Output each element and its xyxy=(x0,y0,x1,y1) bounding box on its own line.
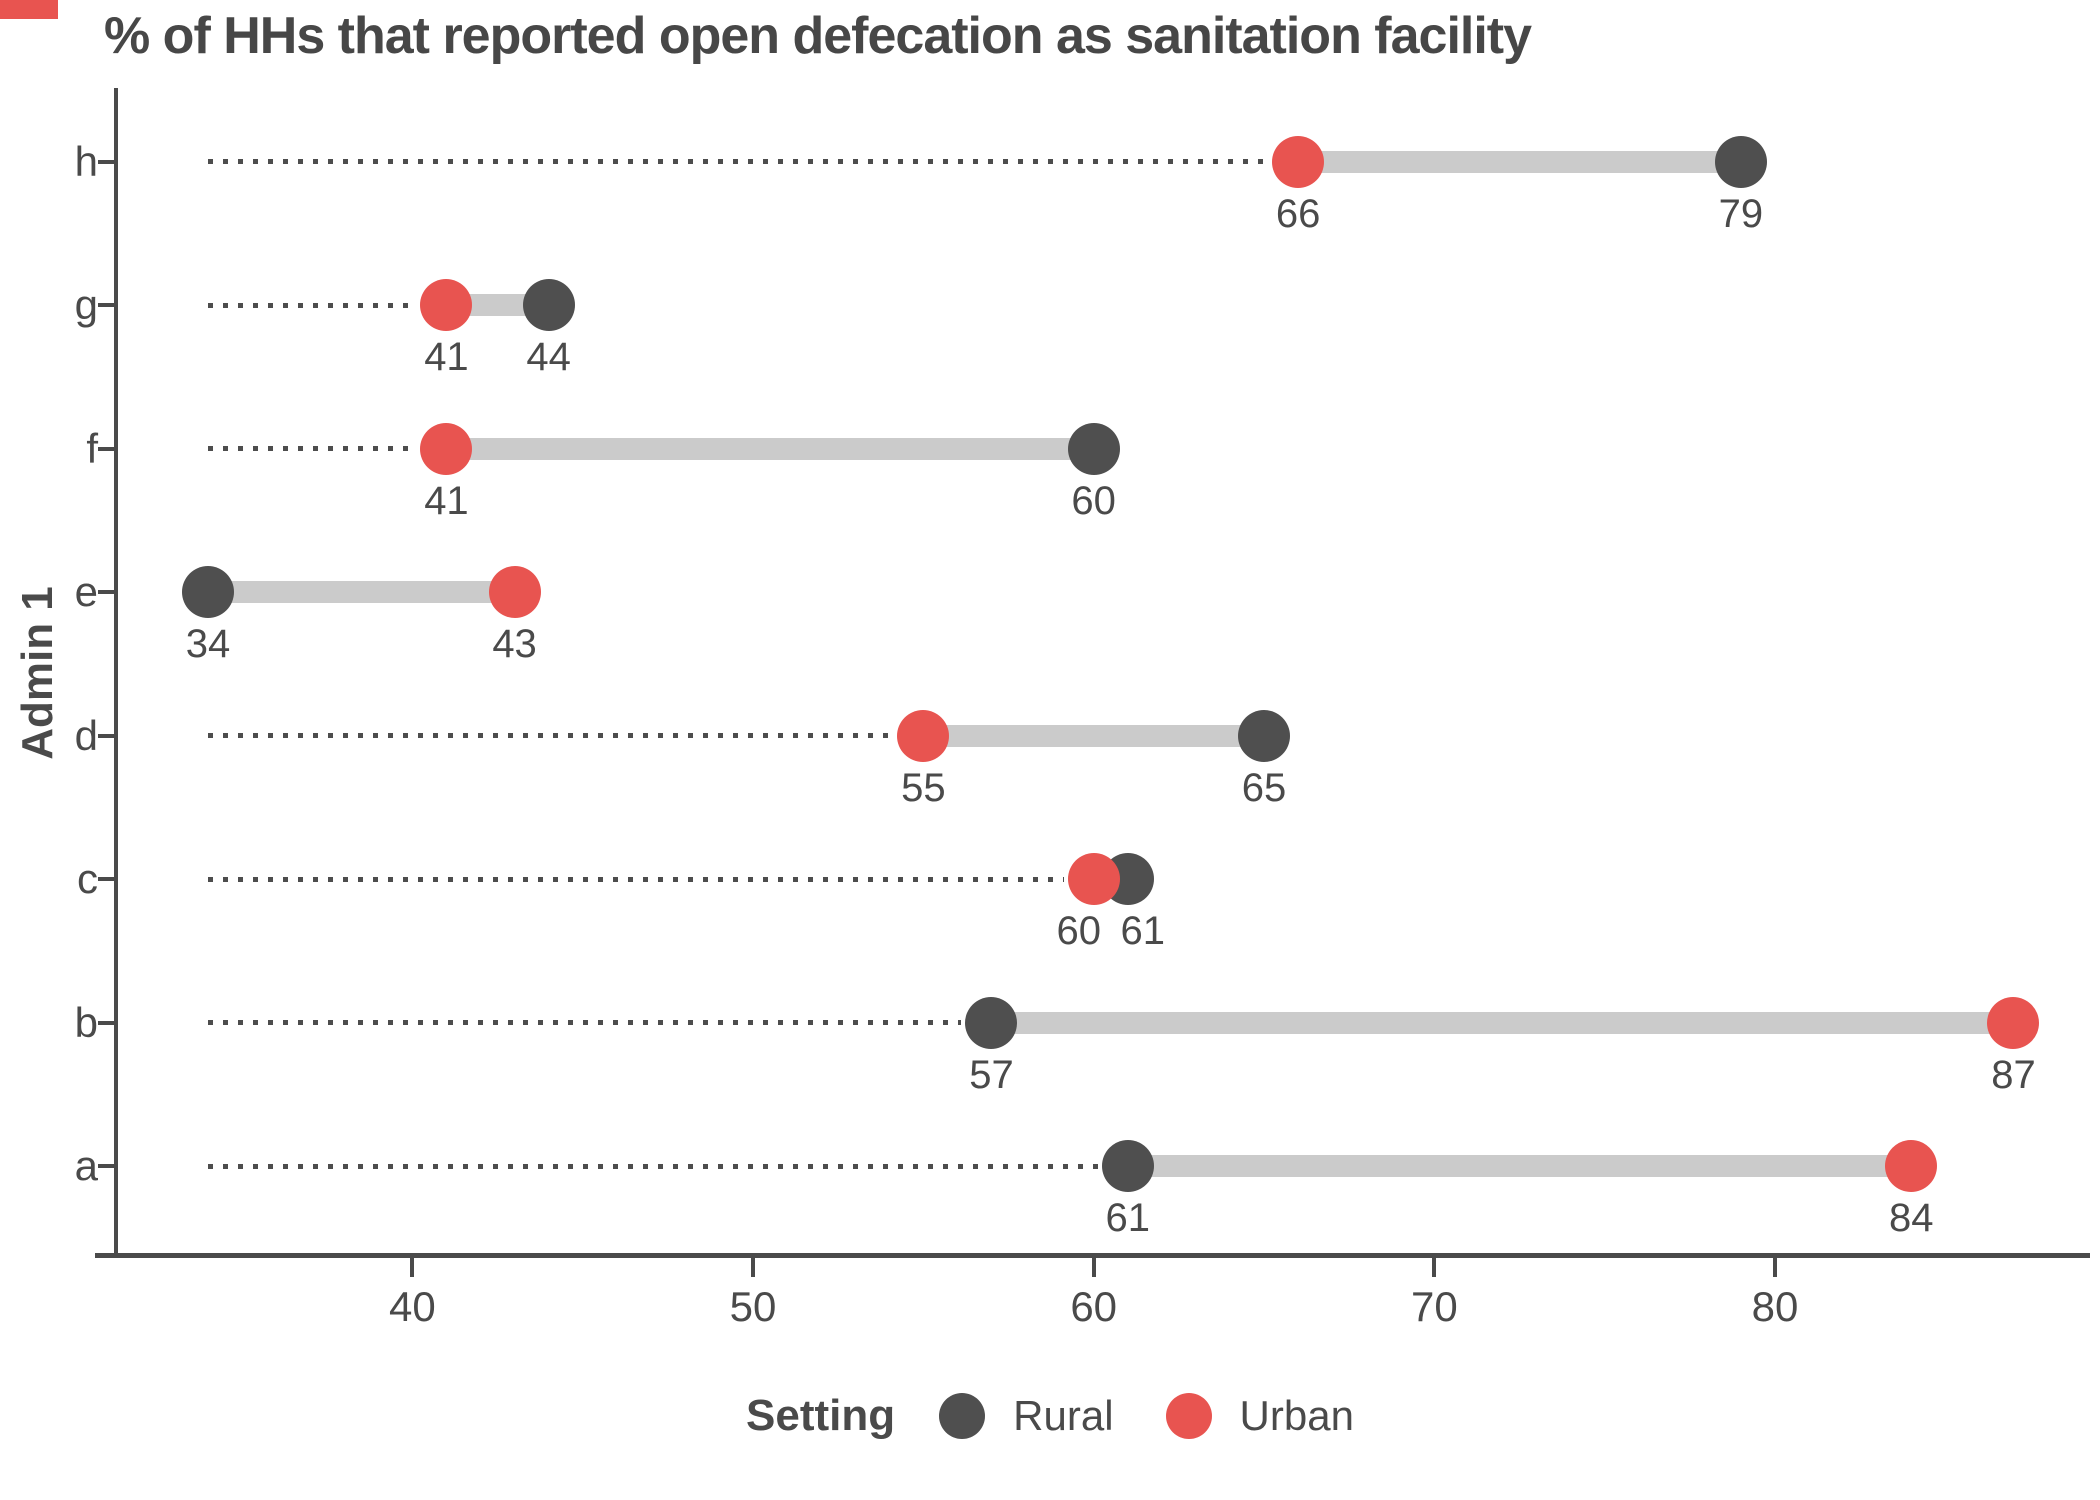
point-urban xyxy=(1987,996,2040,1049)
corner-accent xyxy=(0,0,58,19)
y-tick xyxy=(98,590,116,594)
x-tick-label: 60 xyxy=(1070,1283,1118,1330)
point-urban xyxy=(420,279,473,331)
point-rural xyxy=(1101,1140,1154,1192)
x-tick xyxy=(1091,1257,1096,1277)
legend-items: Rural Urban xyxy=(939,1392,1354,1440)
y-tick xyxy=(98,1020,116,1025)
value-label-urban: 41 xyxy=(424,335,469,379)
point-urban xyxy=(897,709,950,762)
y-tick xyxy=(98,446,116,451)
leader-line xyxy=(207,1163,1098,1169)
leader-line xyxy=(207,446,417,451)
legend-label-urban: Urban xyxy=(1239,1392,1354,1439)
value-label-rural: 44 xyxy=(526,335,571,379)
y-tick xyxy=(98,1164,116,1168)
value-label-rural: 61 xyxy=(1120,909,1165,953)
point-rural xyxy=(522,279,575,331)
category-label: b xyxy=(74,998,98,1046)
leader-line xyxy=(207,302,417,308)
y-tick xyxy=(98,159,116,164)
value-label-urban: 41 xyxy=(424,478,469,523)
legend-item-rural: Rural xyxy=(939,1392,1114,1440)
x-axis-line xyxy=(95,1253,2090,1258)
value-label-urban: 87 xyxy=(1991,1052,2036,1097)
leader-line xyxy=(207,733,894,738)
point-rural xyxy=(181,566,234,618)
point-rural xyxy=(965,996,1018,1049)
value-label-rural: 79 xyxy=(1718,191,1764,236)
x-tick-label: 50 xyxy=(729,1283,777,1330)
point-rural xyxy=(1067,422,1120,475)
legend-swatch-urban xyxy=(1165,1393,1212,1439)
category-label: g xyxy=(74,281,98,328)
y-tick xyxy=(98,877,116,881)
point-urban xyxy=(1272,135,1325,188)
point-rural xyxy=(1238,709,1291,762)
point-urban xyxy=(488,566,541,618)
point-urban xyxy=(1067,853,1120,905)
legend-swatch-rural xyxy=(939,1393,986,1439)
x-tick-label: 70 xyxy=(1410,1283,1458,1330)
value-label-rural: 60 xyxy=(1071,478,1116,523)
value-label-urban: 43 xyxy=(492,622,537,666)
value-label-urban: 66 xyxy=(1275,191,1321,236)
value-label-rural: 57 xyxy=(969,1052,1014,1097)
x-tick xyxy=(1773,1257,1777,1277)
y-axis-line xyxy=(114,88,118,1257)
value-label-rural: 61 xyxy=(1105,1196,1151,1240)
category-label: h xyxy=(74,137,98,185)
y-tick xyxy=(98,303,116,307)
x-tick-label: 40 xyxy=(389,1283,436,1330)
value-label-urban: 84 xyxy=(1889,1196,1934,1240)
point-urban xyxy=(1885,1140,1938,1192)
category-label: f xyxy=(86,424,98,472)
value-label-urban: 60 xyxy=(1056,909,1101,953)
leader-line xyxy=(207,876,1064,882)
category-label: c xyxy=(77,855,98,902)
x-tick xyxy=(751,1257,756,1277)
category-label: e xyxy=(74,568,98,615)
value-label-rural: 34 xyxy=(185,622,231,666)
legend-title: Setting xyxy=(746,1391,896,1440)
chart-title: % of HHs that reported open defecation a… xyxy=(104,7,1532,65)
point-urban xyxy=(420,422,473,475)
value-label-urban: 55 xyxy=(901,765,946,810)
legend: Setting Rural Urban xyxy=(0,1384,2100,1448)
y-tick xyxy=(98,733,116,738)
leader-line xyxy=(207,159,1269,164)
value-label-rural: 65 xyxy=(1241,765,1287,810)
connector-bar xyxy=(207,581,515,603)
category-label: d xyxy=(74,711,98,759)
x-tick xyxy=(410,1257,415,1277)
legend-item-urban: Urban xyxy=(1165,1392,1354,1440)
connector-bar xyxy=(1127,1155,1912,1177)
connector-bar xyxy=(991,1011,2014,1034)
x-tick-label: 80 xyxy=(1751,1283,1799,1330)
connector-bar xyxy=(446,437,1094,460)
legend-label-rural: Rural xyxy=(1013,1392,1114,1439)
category-label: a xyxy=(74,1142,98,1189)
x-tick xyxy=(1432,1257,1437,1277)
connector-bar xyxy=(1298,150,1741,173)
connector-bar xyxy=(923,724,1264,747)
point-rural xyxy=(1714,135,1767,188)
leader-line xyxy=(207,1020,962,1025)
